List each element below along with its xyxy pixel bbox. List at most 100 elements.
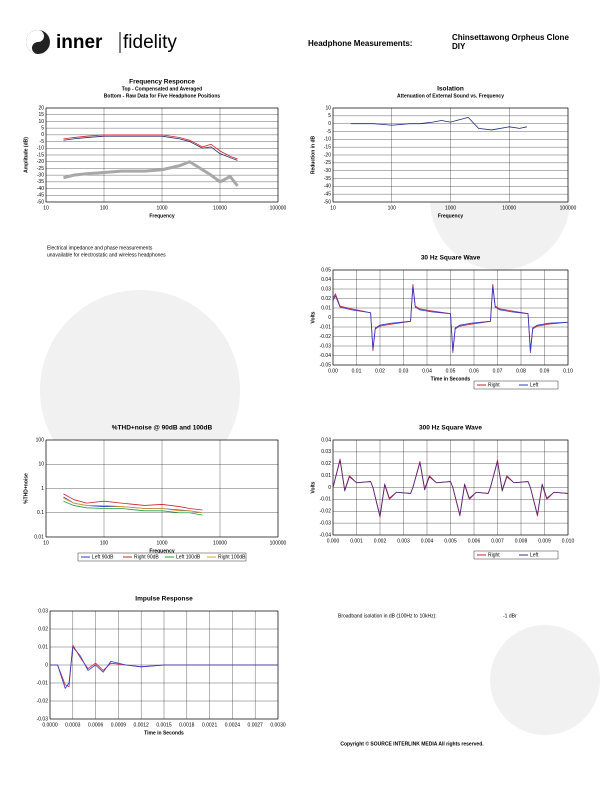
brand-fidelity: fidelity [123, 32, 177, 53]
y-tick-label: -40 [324, 184, 331, 190]
x-tick-label: 0.004 [421, 538, 434, 544]
isolation-label: Broadband isolation in dB (100Hz to 10kH… [338, 613, 437, 619]
legend-box [473, 550, 559, 560]
y-axis-label: Amplitude (dB) [23, 137, 29, 173]
y-tick-label: -50 [37, 199, 44, 205]
x-tick-label: 0.0024 [225, 722, 241, 728]
x-tick-label: 0.002 [374, 538, 387, 544]
x-tick-label: 10000 [502, 205, 516, 211]
y-tick-label: -5 [327, 129, 332, 135]
x-tick-label: 10000 [213, 205, 227, 211]
x-tick-label: 1000 [156, 205, 167, 211]
x-tick-label: 0.08 [516, 368, 526, 374]
y-tick-label: 0 [328, 121, 331, 127]
y-tick-label: 0.03 [321, 449, 331, 455]
legend-label: Left [530, 382, 539, 388]
model-name: Chinsettawong Orpheus Clone [452, 33, 569, 42]
legend-label: Left 90dB [92, 554, 114, 560]
chart-subtitle: Top - Compensated and Averaged [122, 86, 202, 92]
y-tick-label: 5 [328, 113, 331, 119]
chart: Impulse Response 0.03 0.02 0.01 0 -0.01 -0.02 -… [37, 596, 286, 737]
x-tick-label: 0.0000 [42, 722, 58, 728]
y-axis-label: Volts [310, 311, 316, 323]
chart-title: Isolation [437, 86, 464, 93]
y-tick-label: -25 [37, 166, 44, 172]
y-axis-label: Volts [310, 481, 316, 493]
y-tick-label: 1 [41, 486, 44, 492]
x-tick-label: 100 [100, 205, 109, 211]
y-tick-label: 0 [41, 132, 44, 138]
y-axis-label: Reduction in dB [310, 135, 316, 174]
model-type: DIY [452, 42, 466, 51]
x-tick-label: 100000 [270, 540, 287, 546]
x-axis-label: Frequency [149, 213, 175, 219]
y-tick-label: -0.02 [320, 509, 332, 515]
brand-inner: inner [56, 32, 103, 53]
y-tick-label: 100 [36, 437, 45, 443]
y-tick-label: 0.01 [321, 473, 331, 479]
y-tick-label: 0.01 [321, 305, 331, 311]
y-tick-label: 0.04 [321, 277, 331, 283]
legend-label: Left [530, 552, 539, 558]
x-tick-label: 0.03 [399, 368, 409, 374]
header-label: Headphone Measurements: [308, 39, 412, 48]
series-line [332, 285, 569, 352]
x-tick-label: 0.0018 [179, 722, 195, 728]
y-tick-label: -35 [324, 176, 331, 182]
series-line [63, 497, 203, 514]
y-tick-label: 5 [41, 125, 44, 131]
chart: %THD+noise @ 90dB and 100dB 100 10 1 0.1 0.01… [23, 425, 287, 562]
y-tick-label: -10 [37, 146, 44, 152]
series-line [63, 134, 238, 160]
y-tick-label: -15 [37, 152, 44, 158]
y-tick-label: 0.03 [38, 608, 48, 614]
chart-subtitle: Bottom - Raw Data for Five Headphone Pos… [104, 93, 221, 99]
x-axis-label: Time in Seconds [431, 376, 471, 382]
y-tick-label: -25 [324, 160, 331, 166]
x-tick-label: 0.01 [352, 368, 362, 374]
y-tick-label: 0.02 [38, 626, 48, 632]
y-tick-label: 10 [38, 119, 44, 125]
y-tick-label: -30 [324, 168, 331, 174]
x-tick-label: 0.010 [562, 538, 575, 544]
x-tick-label: 0.0006 [88, 722, 104, 728]
y-tick-label: -20 [324, 152, 331, 158]
copyright: Copyright © SOURCE INTERLINK MEDIA All r… [340, 740, 484, 747]
chart-title: %THD+noise @ 90dB and 100dB [112, 425, 213, 432]
y-tick-label: 0 [45, 662, 48, 668]
x-tick-label: 0.005 [444, 538, 457, 544]
x-tick-label: 100000 [270, 205, 287, 211]
y-tick-label: 0.02 [321, 296, 331, 302]
x-tick-label: 0.00 [328, 368, 338, 374]
y-tick-label: 15 [38, 112, 44, 118]
x-tick-label: 0.006 [468, 538, 481, 544]
y-tick-label: 10 [38, 462, 44, 468]
x-tick-label: 0.0030 [270, 722, 286, 728]
y-tick-label: -0.04 [320, 353, 332, 359]
legend-label: Left 100dB [176, 554, 201, 560]
x-tick-label: 10 [43, 205, 49, 211]
x-tick-label: 0.04 [422, 368, 432, 374]
y-tick-label: -40 [37, 186, 44, 192]
x-tick-label: 10 [330, 205, 336, 211]
legend-label: Right 90dB [134, 554, 159, 560]
y-tick-label: -0.04 [320, 532, 332, 538]
series-line [332, 459, 569, 517]
x-tick-label: 0.05 [446, 368, 456, 374]
y-tick-label: 0.02 [321, 461, 331, 467]
chart-title: Frequency Responce [129, 79, 195, 86]
y-tick-label: 10 [325, 105, 331, 111]
x-tick-label: 0.0015 [156, 722, 172, 728]
x-tick-label: 10 [43, 540, 49, 546]
y-tick-label: -0.01 [320, 497, 332, 503]
note: Electrical impedance and phase measureme… [47, 245, 153, 251]
x-tick-label: 0.0009 [111, 722, 127, 728]
x-tick-label: 0.0003 [65, 722, 81, 728]
y-tick-label: -0.01 [37, 680, 49, 686]
x-axis-label: Frequency [149, 548, 175, 554]
y-tick-label: -5 [40, 139, 45, 145]
y-tick-label: -10 [324, 137, 331, 143]
